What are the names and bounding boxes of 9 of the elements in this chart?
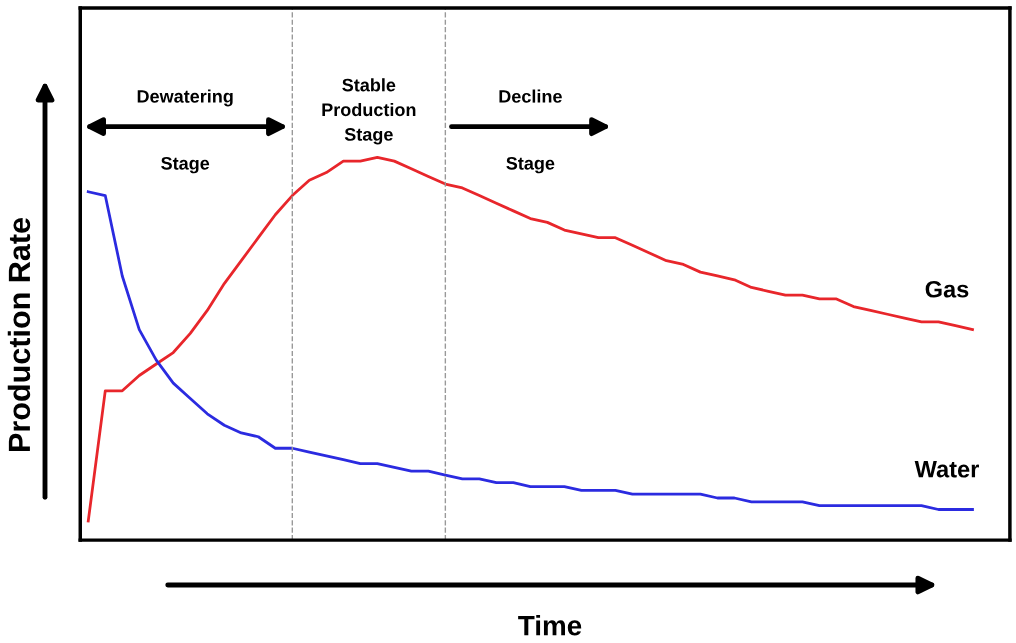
series-label: Water — [914, 461, 979, 478]
text: Decline — [499, 89, 562, 103]
series-label: Gas — [925, 280, 969, 298]
annotation: Stage — [506, 156, 555, 174]
x-axis-title: Time — [518, 615, 582, 636]
annotation: Stage — [161, 156, 210, 174]
text: Stable Production Stage — [322, 78, 416, 145]
y-axis-title: Production Rate — [7, 218, 31, 451]
text: Dewatering — [137, 89, 233, 107]
